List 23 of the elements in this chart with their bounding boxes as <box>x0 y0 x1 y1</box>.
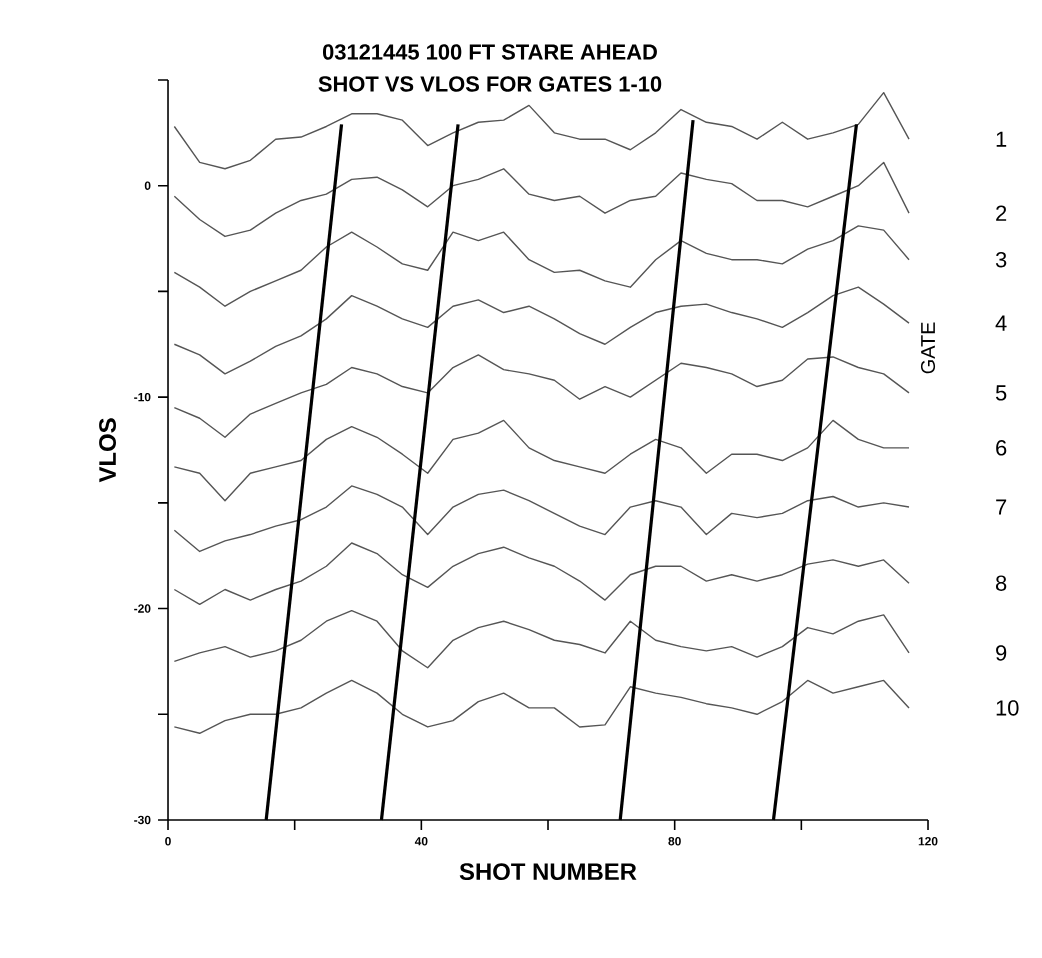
line-series <box>173 286 910 375</box>
line-series <box>173 679 910 734</box>
text: 6 <box>996 440 1007 456</box>
text: 9 <box>996 645 1007 661</box>
text: 10 <box>996 700 1019 716</box>
line-series <box>173 161 910 238</box>
text: 4 <box>995 315 1007 331</box>
chart-subtitle: SHOT VS VLOS FOR GATES 1-10 <box>318 76 662 92</box>
text: 3 <box>995 251 1007 268</box>
line-series <box>173 91 910 170</box>
line-series <box>173 419 910 502</box>
chart-title: 03121445 100 FT STARE AHEAD <box>322 44 657 60</box>
line-series <box>173 609 910 669</box>
line-series <box>173 542 910 606</box>
line-series <box>173 225 910 307</box>
text: 1 <box>996 131 1007 147</box>
text: 7 <box>996 499 1007 515</box>
text: 2 <box>996 205 1007 221</box>
y-axis-title: VLOS <box>99 418 116 483</box>
text: 8 <box>995 575 1007 591</box>
text: 5 <box>995 385 1007 401</box>
x-axis-title: SHOT NUMBER <box>459 863 637 881</box>
legend-title: GATE <box>920 322 936 374</box>
